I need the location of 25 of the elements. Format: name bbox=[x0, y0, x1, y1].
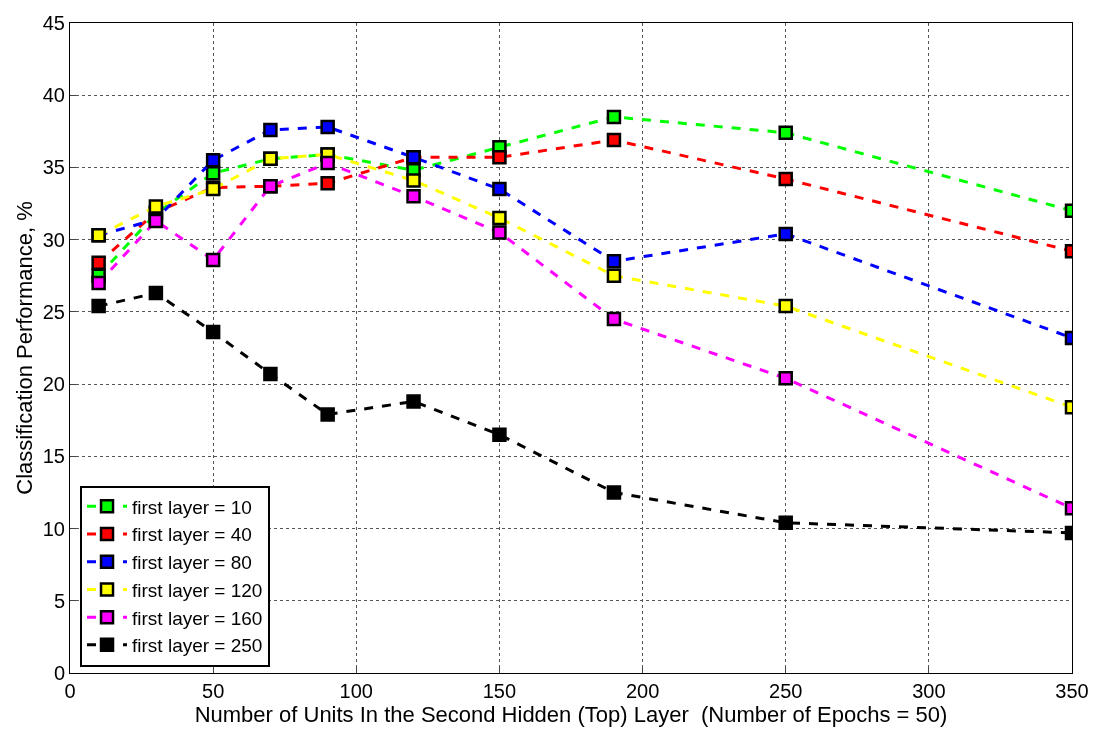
x-axis-title: Number of Units In the Second Hidden (Top) Layer (Number of Epochs = 50) bbox=[194, 702, 948, 727]
y-tick-label: 35 bbox=[42, 156, 65, 179]
y-tick-label: 15 bbox=[42, 445, 65, 468]
x-tick-label: 250 bbox=[769, 680, 803, 702]
legend-label: first layer = 250 bbox=[132, 635, 263, 657]
y-tick-label: 0 bbox=[53, 662, 65, 684]
legend-label: first layer = 160 bbox=[132, 607, 263, 629]
x-tick-label: 350 bbox=[1055, 680, 1089, 702]
y-tick-label: 30 bbox=[42, 228, 65, 251]
x-tick-label: 300 bbox=[912, 680, 946, 702]
x-tick-label: 100 bbox=[339, 680, 373, 702]
y-axis-title: Classification Performance, % bbox=[11, 201, 37, 495]
legend-label: first layer = 40 bbox=[132, 524, 252, 546]
x-tick-label: 200 bbox=[625, 680, 660, 702]
legend-label: first layer = 10 bbox=[132, 496, 252, 518]
legend-label: first layer = 120 bbox=[132, 579, 263, 601]
y-tick-label: 5 bbox=[53, 589, 65, 612]
x-tick-label: 50 bbox=[202, 680, 225, 702]
y-tick-label: 25 bbox=[42, 300, 65, 323]
y-tick-label: 10 bbox=[42, 517, 65, 540]
x-tick-label: 150 bbox=[482, 680, 517, 702]
y-tick-label: 40 bbox=[42, 84, 65, 107]
y-tick-label: 20 bbox=[42, 373, 65, 396]
y-tick-label: 45 bbox=[42, 12, 65, 34]
legend-label: first layer = 80 bbox=[132, 552, 252, 574]
